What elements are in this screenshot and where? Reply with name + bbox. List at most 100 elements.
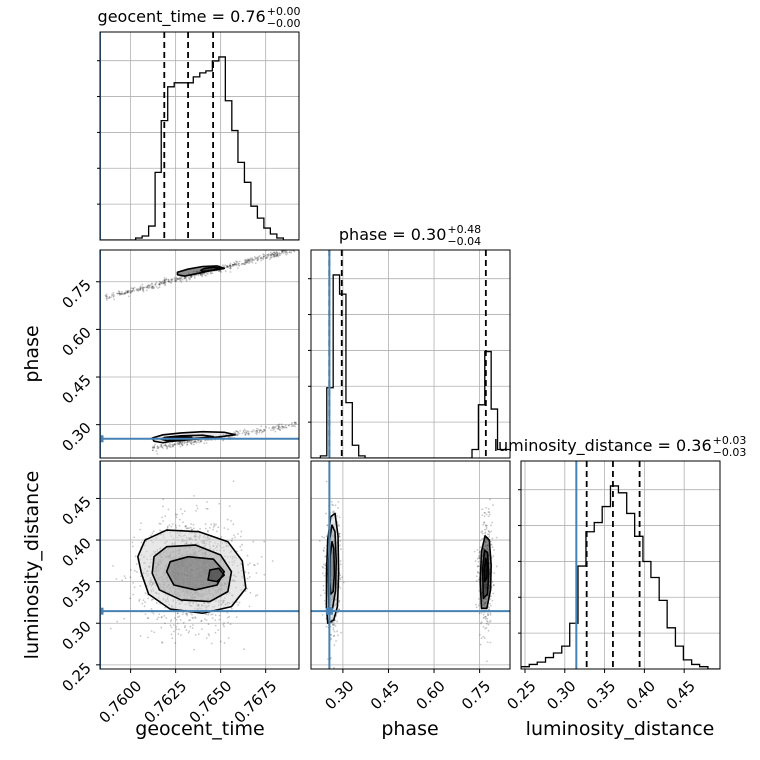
sample-point <box>131 289 133 292</box>
sample-point <box>185 629 188 631</box>
sample-point <box>231 537 234 540</box>
sample-point <box>184 613 187 615</box>
sample-point <box>199 273 202 276</box>
sample-point <box>273 428 276 430</box>
sample-point <box>190 440 193 443</box>
title-plus: +0.00 <box>267 5 301 18</box>
title-main: phase = 0.30 <box>339 225 446 244</box>
sample-point <box>259 429 262 431</box>
sample-point <box>181 444 184 447</box>
sample-point <box>247 563 249 566</box>
sample-point <box>255 430 258 433</box>
sample-point <box>152 446 154 449</box>
sample-point <box>236 263 238 266</box>
sample-point <box>322 563 325 566</box>
sample-point <box>216 530 218 533</box>
sample-point <box>277 425 280 428</box>
sample-point <box>153 446 156 448</box>
sample-point <box>266 253 269 256</box>
sample-point <box>199 440 202 443</box>
sample-point <box>321 565 324 568</box>
sample-point <box>235 430 237 433</box>
sample-point <box>179 508 182 511</box>
sample-point <box>160 444 162 446</box>
sample-point <box>270 254 272 257</box>
sample-point <box>164 443 167 445</box>
hist-bar <box>200 73 206 240</box>
sample-point <box>478 556 480 558</box>
sample-point <box>491 546 494 549</box>
sample-point <box>206 272 208 275</box>
sample-point <box>188 619 190 622</box>
hist-bar <box>346 403 352 458</box>
sample-point <box>194 440 197 443</box>
sample-point <box>272 427 275 430</box>
sample-point <box>253 255 256 258</box>
sample-point <box>120 292 123 295</box>
sample-point <box>478 556 481 559</box>
sample-point <box>212 528 214 531</box>
sample-point <box>127 291 130 294</box>
sample-point <box>180 443 183 445</box>
sample-point <box>187 527 190 530</box>
hist-bar <box>578 566 586 669</box>
sample-point <box>147 597 149 600</box>
sample-point <box>185 278 188 281</box>
hist-bar <box>251 206 257 240</box>
sample-point <box>339 563 342 566</box>
sample-point <box>267 254 270 257</box>
sample-point <box>176 622 179 625</box>
sample-point <box>226 266 228 268</box>
sample-point <box>171 445 173 448</box>
sample-point <box>490 524 492 527</box>
sample-point <box>260 432 263 434</box>
sample-point <box>247 432 250 435</box>
sample-point <box>490 604 492 607</box>
hist-bar <box>340 294 346 458</box>
sample-point <box>150 534 152 537</box>
sample-point <box>170 626 173 629</box>
sample-point <box>495 536 498 539</box>
sample-point <box>189 619 192 621</box>
sample-point <box>184 625 186 627</box>
sample-point <box>489 602 491 605</box>
sample-point <box>276 253 279 256</box>
sample-point <box>241 262 243 265</box>
sample-point <box>169 281 172 284</box>
sample-point <box>167 280 170 283</box>
sample-point <box>339 574 342 577</box>
sample-point <box>171 280 173 282</box>
sample-point <box>332 621 335 624</box>
sample-point <box>186 443 189 446</box>
sample-point <box>227 265 230 268</box>
sample-point <box>200 619 203 622</box>
sample-point <box>178 628 180 631</box>
sample-point <box>201 628 203 630</box>
sample-point <box>239 429 242 432</box>
sample-point <box>156 618 158 621</box>
sample-point <box>131 289 134 292</box>
sample-point <box>150 608 153 610</box>
sample-point <box>157 616 160 619</box>
sample-point <box>284 250 287 253</box>
sample-point <box>142 286 145 289</box>
sample-point <box>250 430 253 433</box>
sample-point <box>197 633 200 636</box>
sample-point <box>474 560 477 562</box>
hist-bar <box>562 646 570 669</box>
sample-point <box>244 571 247 574</box>
hist-bar <box>244 182 250 240</box>
sample-point <box>176 278 179 281</box>
sample-point <box>254 262 257 265</box>
sample-point <box>234 432 237 435</box>
sample-point <box>245 259 248 262</box>
sample-point <box>294 421 297 424</box>
sample-point <box>139 287 141 290</box>
sample-point <box>255 256 257 259</box>
sample-point <box>228 615 231 618</box>
sample-point <box>160 281 163 284</box>
sample-point <box>152 449 154 452</box>
sample-point <box>207 623 210 626</box>
sample-point <box>139 575 142 578</box>
sample-point <box>141 286 144 289</box>
